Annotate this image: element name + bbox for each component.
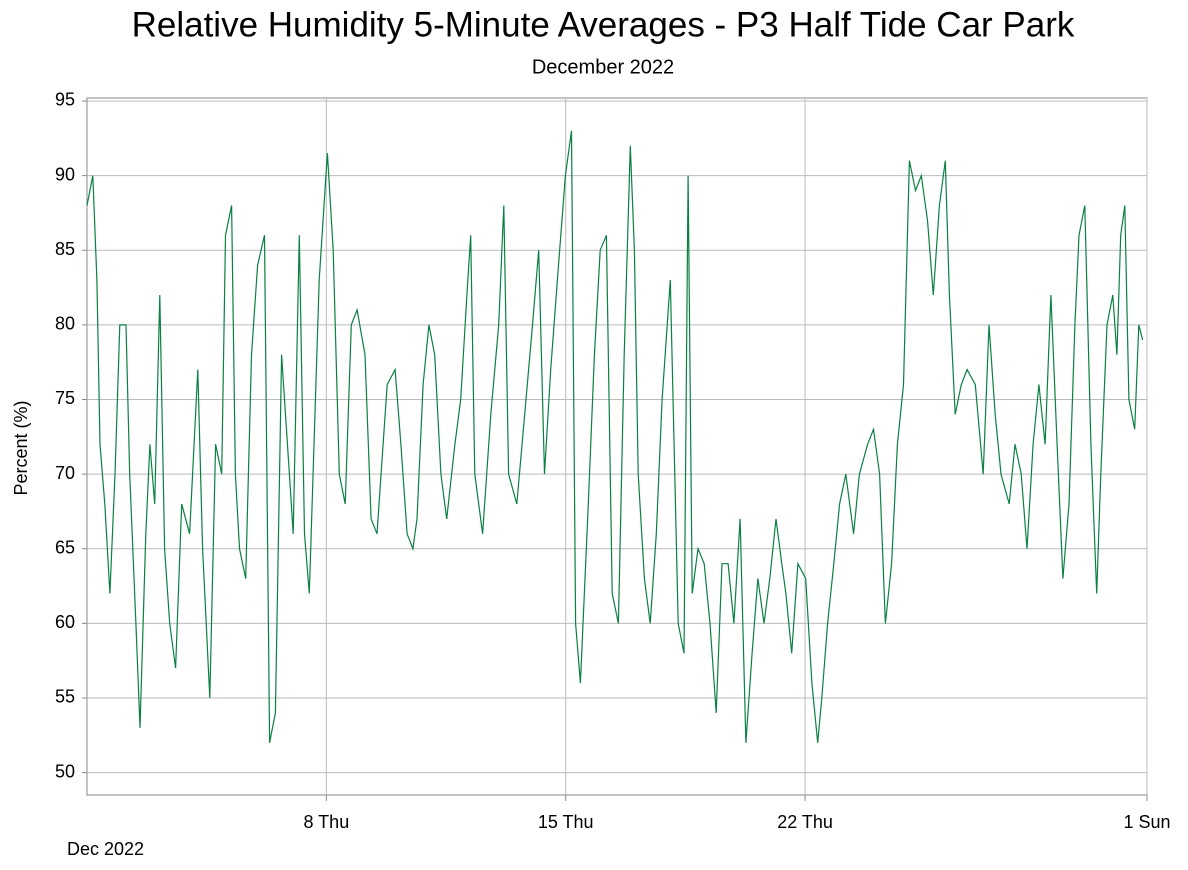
chart-subtitle: December 2022 xyxy=(532,56,674,78)
y-tick-label: 95 xyxy=(55,90,75,110)
x-tick-label: 1 Sun xyxy=(1123,812,1170,832)
y-tick-label: 55 xyxy=(55,687,75,707)
data-line xyxy=(86,130,1144,743)
y-tick-label: 90 xyxy=(55,164,75,184)
x-axis-label: Dec 2022 xyxy=(67,839,144,859)
y-axis-label: Percent (%) xyxy=(11,400,31,495)
y-tick-label: 80 xyxy=(55,314,75,334)
y-tick-label: 50 xyxy=(55,761,75,781)
y-tick-label: 75 xyxy=(55,388,75,408)
y-tick-label: 70 xyxy=(55,463,75,483)
x-tick-label: 8 Thu xyxy=(304,812,350,832)
y-tick-label: 60 xyxy=(55,612,75,632)
x-tick-label: 15 Thu xyxy=(538,812,594,832)
y-tick-label: 65 xyxy=(55,537,75,557)
y-tick-label: 85 xyxy=(55,239,75,259)
x-tick-label: 22 Thu xyxy=(777,812,833,832)
plot-area xyxy=(86,97,1148,796)
chart-title: Relative Humidity 5-Minute Averages - P3… xyxy=(132,5,1075,44)
